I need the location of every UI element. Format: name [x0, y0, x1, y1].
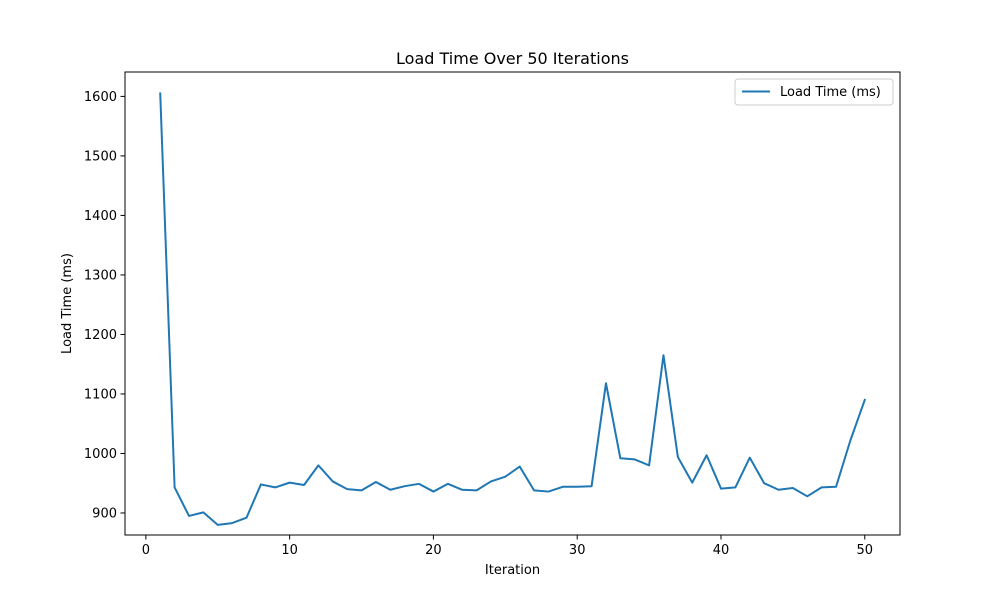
- x-tick-label: 20: [425, 543, 442, 558]
- y-axis-ticks: 900 1000 1100 1200 1300 1400 1500 1600: [84, 90, 125, 521]
- y-tick-label: 1100: [84, 387, 117, 402]
- y-tick-label: 900: [92, 506, 117, 521]
- y-tick-label: 1200: [84, 328, 117, 343]
- legend-entry-label: Load Time (ms): [780, 85, 881, 100]
- x-tick-label: 30: [569, 543, 586, 558]
- x-axis-label: Iteration: [485, 563, 540, 578]
- series-layer: [159, 92, 867, 526]
- series-line: [159, 92, 867, 526]
- axes-frame: [124, 71, 901, 536]
- x-tick-label: 0: [142, 543, 150, 558]
- y-tick-label: 1500: [84, 149, 117, 164]
- y-tick-label: 1600: [84, 90, 117, 105]
- y-tick-label: 1000: [84, 447, 117, 462]
- legend-box: [734, 78, 894, 106]
- x-tick-label: 10: [281, 543, 298, 558]
- y-axis-label: Load Time (ms): [60, 253, 75, 354]
- chart-title: Load Time Over 50 Iterations: [396, 49, 629, 68]
- y-tick-label: 1400: [84, 209, 117, 224]
- x-axis-ticks: 0 10 20 30 40 50: [142, 535, 873, 558]
- legend: Load Time (ms): [734, 78, 894, 106]
- x-tick-label: 50: [856, 543, 873, 558]
- x-tick-label: 40: [713, 543, 730, 558]
- y-tick-label: 1300: [84, 268, 117, 283]
